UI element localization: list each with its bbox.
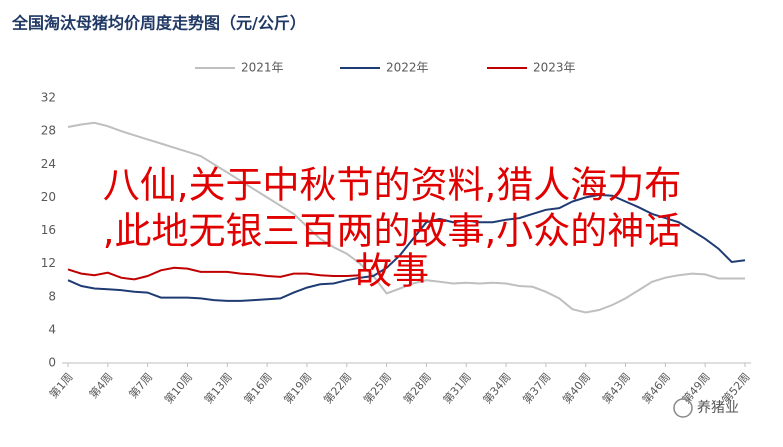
- watermark-icon: [673, 398, 693, 418]
- legend-label: 2022年: [386, 61, 429, 75]
- y-tick-label: 4: [48, 322, 56, 336]
- y-tick-label: 8: [48, 289, 56, 303]
- legend-label: 2023年: [533, 61, 576, 75]
- x-tick-label: 第40周: [559, 370, 593, 407]
- legend: 2021年 2022年 2023年: [195, 61, 576, 75]
- x-tick-label: 第13周: [201, 370, 235, 407]
- overlay-text: 八仙,关于中秋节的资料,猎人海力布: [103, 164, 682, 207]
- series-line: [67, 121, 745, 314]
- y-tick-label: 32: [41, 91, 56, 105]
- watermark-text: 养猪业: [697, 400, 739, 416]
- y-tick-label: 28: [41, 124, 56, 138]
- legend-label: 2021年: [241, 61, 284, 75]
- y-tick-label: 12: [41, 256, 56, 270]
- overlay-text: 故事: [355, 250, 429, 293]
- x-tick-label: 第19周: [281, 370, 315, 407]
- overlay: 八仙,关于中秋节的资料,猎人海力布 ,此地无银三百两的故事,小众的神话 故事: [103, 164, 682, 293]
- watermark: 养猪业: [673, 398, 739, 418]
- x-tick-label: 第37周: [520, 370, 554, 407]
- x-tick-label: 第31周: [440, 370, 474, 407]
- x-tick-label: 第46周: [639, 370, 673, 407]
- x-tick-label: 第22周: [320, 370, 354, 407]
- series-line: [67, 266, 361, 281]
- x-tick-label: 第34周: [480, 370, 514, 407]
- x-tick-label: 第28周: [400, 370, 434, 407]
- x-tick-label: 第1周: [46, 370, 75, 401]
- y-tick-label: 24: [41, 157, 56, 171]
- y-tick-label: 16: [41, 223, 56, 237]
- series-line: [67, 193, 746, 302]
- x-tick-label: 第25周: [360, 370, 394, 407]
- x-tick-label: 第7周: [126, 370, 155, 401]
- y-tick-label: 20: [41, 190, 56, 204]
- x-tick-label: 第16周: [241, 370, 275, 407]
- x-tick-label: 第43周: [599, 370, 633, 407]
- chart-title: 全国淘汰母猪均价周度走势图（元/公斤）: [11, 14, 306, 33]
- x-tick-label: 第10周: [161, 370, 195, 407]
- y-tick-label: 0: [48, 356, 56, 370]
- overlay-text: ,此地无银三百两的故事,小众的神话: [103, 210, 682, 253]
- x-tick-label: 第4周: [86, 370, 115, 401]
